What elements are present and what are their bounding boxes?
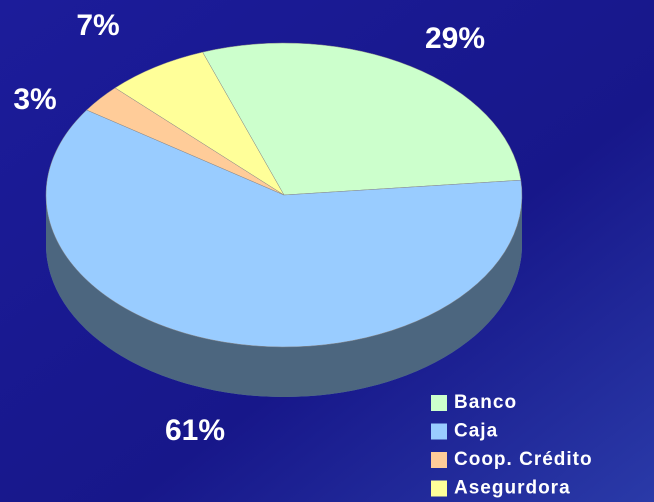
slice-side-shade — [46, 195, 522, 397]
slice — [45, 109, 523, 348]
legend-swatch — [431, 423, 447, 440]
legend-label: Caja — [454, 421, 498, 442]
legend-label: Banco — [454, 392, 517, 413]
value-label: 3% — [13, 83, 56, 116]
pie — [45, 42, 523, 397]
legend-swatch — [431, 452, 447, 468]
labels: 29% 61% 3% 7% Banco Caja Coop. Crédito Asegurdo… — [13, 9, 593, 499]
slice — [202, 42, 522, 196]
legend-label: Coop. Crédito — [454, 449, 593, 470]
legend-label: Asegurdora — [454, 478, 571, 499]
value-label: 61% — [165, 414, 225, 447]
legend-swatch — [431, 480, 447, 497]
value-label: 7% — [76, 9, 119, 42]
value-label: 29% — [425, 22, 485, 55]
slice — [114, 51, 285, 196]
legend-swatch — [431, 395, 447, 411]
